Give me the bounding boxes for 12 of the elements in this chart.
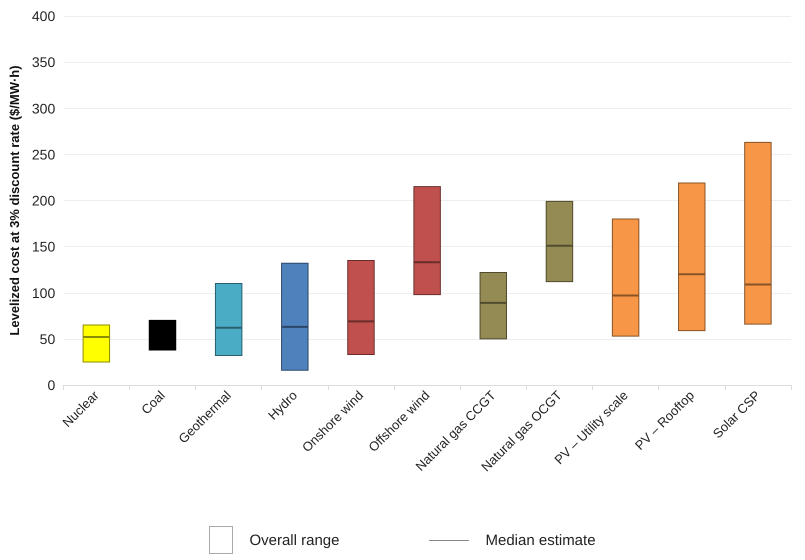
y-tick-label: 400 (32, 8, 56, 24)
y-tick-label: 0 (47, 377, 56, 393)
y-tick-label: 150 (32, 238, 56, 255)
y-tick-label: 250 (32, 146, 56, 162)
y-axis-title: Levelized cost at 3% discount rate ($/MW·h) (7, 65, 22, 336)
y-tick-label: 300 (32, 100, 56, 116)
y-tick-label: 200 (32, 192, 56, 208)
y-tick-label: 350 (32, 54, 56, 70)
y-tick-label: 100 (32, 284, 56, 301)
text: Median estimate (485, 532, 596, 548)
y-tick-label: 50 (40, 330, 56, 347)
text: Overall range (249, 532, 340, 548)
